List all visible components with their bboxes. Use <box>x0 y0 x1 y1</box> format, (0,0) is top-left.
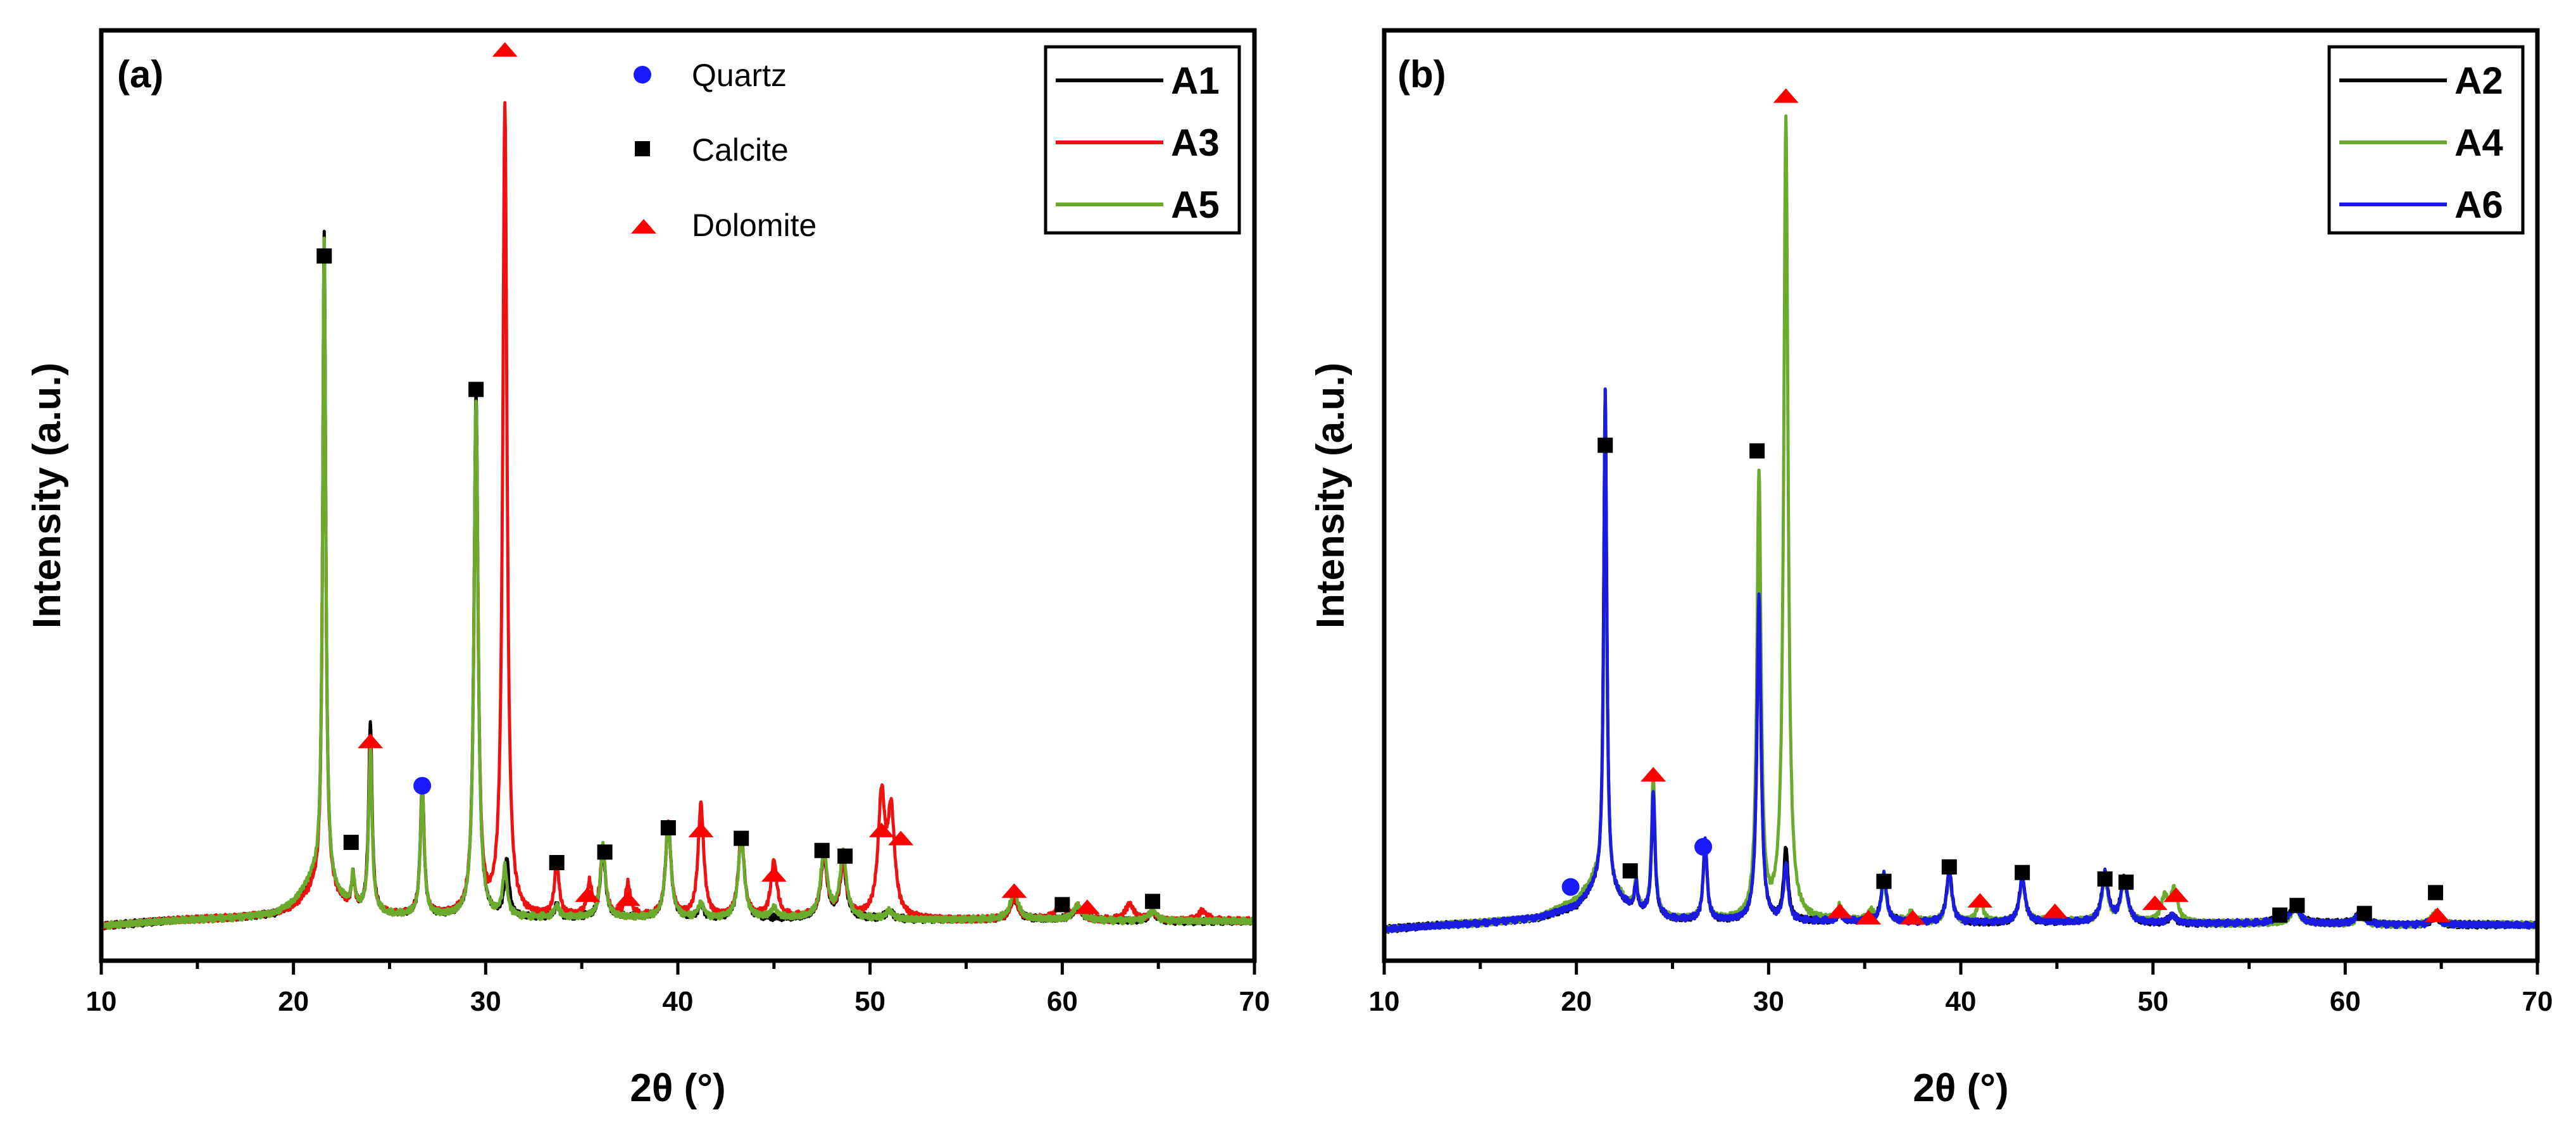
calcite-marker <box>2015 864 2030 880</box>
calcite-marker <box>734 830 749 846</box>
calcite-marker <box>2356 906 2372 921</box>
calcite-marker <box>1597 437 1613 453</box>
x-tick-label: 50 <box>2137 986 2168 1017</box>
calcite-marker <box>549 854 565 870</box>
dolomite-marker <box>1641 766 1666 782</box>
calcite-marker <box>468 382 484 397</box>
series-line-a2 <box>1382 387 2539 934</box>
phase-legend: Quartz Calcite Dolomite <box>631 58 816 243</box>
panel-b-series-legend: A2 A4 A6 <box>2327 45 2525 235</box>
panel-b-phase-markers <box>1561 88 2451 925</box>
x-tick-label: 10 <box>86 986 117 1017</box>
panel-a-phase-markers <box>316 42 1161 914</box>
dolomite-marker <box>358 733 384 749</box>
dolomite-marker <box>1827 903 1853 918</box>
series-line-a6 <box>1382 387 2539 933</box>
calcite-marker <box>1054 897 1070 913</box>
calcite-marker <box>597 844 613 860</box>
calcite-marker <box>1749 443 1765 459</box>
quartz-marker <box>1561 878 1580 896</box>
x-tick-label: 30 <box>1753 986 1784 1017</box>
panel-b-legend-box <box>2327 45 2525 235</box>
calcite-legend-icon <box>635 141 650 156</box>
panel-a-y-axis-title: Intensity (a.u.) <box>25 363 69 628</box>
series-line-a5 <box>100 236 1256 930</box>
phase-legend-quartz: Quartz <box>692 58 787 93</box>
calcite-marker <box>343 835 359 851</box>
dolomite-marker <box>2163 887 2189 902</box>
dolomite-marker <box>1001 883 1027 898</box>
dolomite-marker <box>1967 893 1993 908</box>
dolomite-marker <box>761 867 787 882</box>
phase-legend-calcite: Calcite <box>692 132 789 168</box>
x-tick-label: 60 <box>1047 986 1078 1017</box>
dolomite-marker <box>2042 903 2068 918</box>
calcite-marker <box>814 842 830 858</box>
x-tick-label: 30 <box>470 986 501 1017</box>
legend-label-a4: A4 <box>2454 122 2503 164</box>
x-tick-label: 60 <box>2330 986 2361 1017</box>
legend-label-a1: A1 <box>1171 59 1220 102</box>
dolomite-marker <box>1856 909 1882 925</box>
legend-label-a6: A6 <box>2454 184 2503 226</box>
calcite-marker <box>1145 894 1161 909</box>
calcite-marker <box>1941 859 1957 875</box>
dolomite-marker <box>2142 895 2168 910</box>
panel-a-x-ticks: 10 20 30 40 50 60 70 <box>86 961 1270 1017</box>
calcite-marker <box>660 820 676 836</box>
dolomite-marker <box>868 822 894 837</box>
dolomite-marker <box>615 891 641 906</box>
dolomite-marker <box>2425 907 2451 922</box>
dolomite-marker <box>1074 899 1100 914</box>
panel-b-x-axis-title: 2θ (°) <box>1913 1066 2008 1110</box>
x-tick-label: 50 <box>854 986 885 1017</box>
series-line-a1 <box>99 230 1256 931</box>
dolomite-marker <box>575 887 601 902</box>
panel-a: 10 20 30 40 50 60 70 (a) 2θ (°) Intensity (a.u… <box>25 28 1270 1110</box>
legend-label-a3: A3 <box>1171 122 1220 164</box>
x-tick-label: 70 <box>2522 986 2553 1017</box>
dolomite-legend-icon <box>631 219 656 234</box>
dolomite-marker <box>688 822 714 837</box>
calcite-marker <box>837 848 853 864</box>
panel-b-y-axis-title: Intensity (a.u.) <box>1309 363 1353 628</box>
panel-b-curves <box>1382 114 2539 934</box>
dolomite-marker <box>1773 88 1799 103</box>
panel-b-x-ticks: 10 20 30 40 50 60 70 <box>1369 961 2553 1017</box>
calcite-marker <box>2272 907 2288 923</box>
x-tick-label: 10 <box>1369 986 1400 1017</box>
phase-legend-dolomite: Dolomite <box>692 208 816 243</box>
x-tick-label: 20 <box>278 986 309 1017</box>
panel-a-series-legend: A1 A3 A5 <box>1044 45 1241 235</box>
x-tick-label: 40 <box>663 986 694 1017</box>
dolomite-marker <box>492 42 518 57</box>
x-tick-label: 20 <box>1561 986 1592 1017</box>
calcite-marker <box>2428 885 2444 901</box>
calcite-marker <box>2118 874 2134 890</box>
calcite-marker <box>316 248 332 264</box>
panel-a-x-axis-title: 2θ (°) <box>630 1066 725 1110</box>
calcite-marker <box>2097 871 2113 887</box>
panel-b: 10 20 30 40 50 60 70 (b) 2θ (°) Intensity (a.u… <box>1309 28 2553 1110</box>
panel-a-legend-box <box>1044 45 1241 235</box>
legend-label-a2: A2 <box>2454 59 2503 102</box>
dolomite-marker <box>1900 909 1926 925</box>
x-tick-label: 40 <box>1946 986 1977 1017</box>
quartz-marker <box>413 777 432 795</box>
dolomite-marker <box>888 830 914 846</box>
panel-a-label: (a) <box>117 53 163 96</box>
series-line-a4 <box>1382 114 2539 933</box>
legend-label-a5: A5 <box>1171 184 1220 226</box>
calcite-marker <box>1622 863 1638 879</box>
calcite-marker <box>1876 873 1892 889</box>
quartz-marker <box>1694 838 1713 856</box>
quartz-legend-icon <box>634 66 651 84</box>
panel-b-label: (b) <box>1397 53 1446 96</box>
x-tick-label: 70 <box>1239 986 1270 1017</box>
calcite-marker <box>2289 897 2305 913</box>
